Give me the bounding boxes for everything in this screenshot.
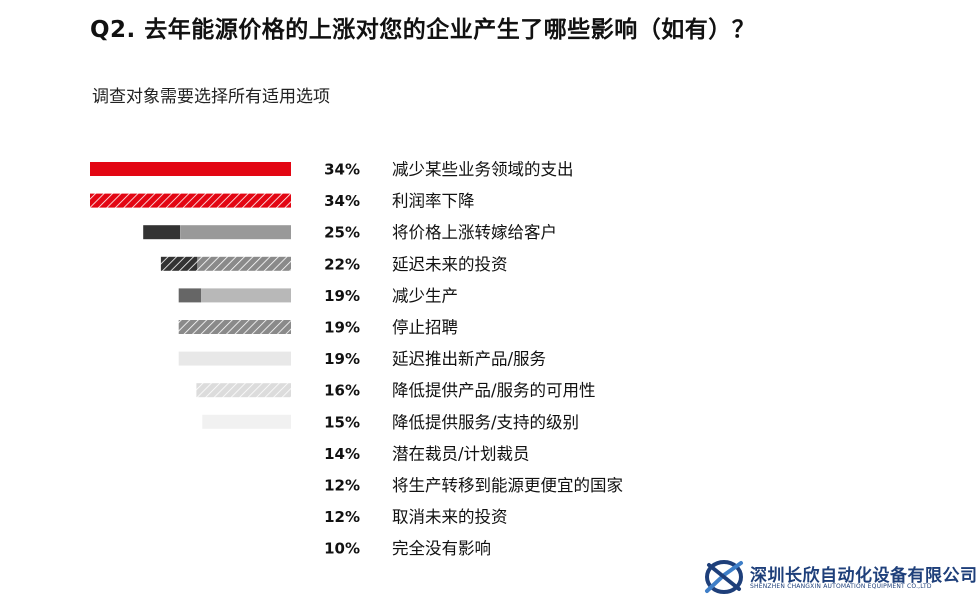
bar-2-segment-1: [90, 193, 291, 208]
bar-3: [143, 225, 291, 240]
bar-2: [90, 193, 291, 208]
bar-6: [178, 320, 291, 334]
chart-subtitle: 调查对象需要选择所有适用选项: [92, 87, 330, 107]
company-name: 深圳长欣自动化设备有限公司: [750, 566, 978, 586]
value-label-2: 34%: [324, 192, 360, 210]
category-label-12: 取消未来的投资: [392, 508, 508, 527]
value-label-11: 12%: [324, 477, 360, 495]
category-label-10: 潜在裁员/计划裁员: [392, 444, 530, 463]
category-label-8: 降低提供产品/服务的可用性: [392, 381, 596, 400]
bar-9-segment-1: [202, 414, 291, 429]
value-label-4: 22%: [324, 255, 360, 273]
bar-4: [160, 256, 291, 271]
bar-9: [202, 414, 291, 429]
bar-7: [178, 351, 291, 366]
bar-3-segment-1: [143, 225, 181, 240]
bar-5: [178, 288, 291, 303]
category-label-2: 利润率下降: [392, 192, 475, 211]
company-name-en: SHENZHEN CHANGXIN AUTOMATION EQUIPMENT C…: [750, 583, 932, 590]
category-label-4: 延迟未来的投资: [392, 255, 508, 274]
bar-1-segment-1: [90, 162, 291, 176]
company-watermark: 深圳长欣自动化设备有限公司 SHENZHEN CHANGXIN AUTOMATI…: [703, 557, 977, 597]
bars-group: [90, 162, 291, 429]
value-label-12: 12%: [324, 508, 360, 526]
category-label-6: 停止招聘: [392, 318, 458, 337]
category-label-1: 减少某些业务领域的支出: [392, 160, 574, 179]
value-label-5: 19%: [324, 287, 360, 305]
chart-title: Q2. 去年能源价格的上涨对您的企业产生了哪些影响（如有）？: [90, 17, 756, 43]
category-label-3: 将价格上涨转嫁给客户: [392, 223, 557, 242]
bar-4-segment-1: [160, 256, 198, 271]
bar-3-segment-2: [180, 225, 291, 240]
category-label-9: 降低提供服务/支持的级别: [392, 413, 579, 432]
value-label-13: 10%: [324, 540, 360, 558]
value-label-8: 16%: [324, 382, 360, 400]
bar-5-segment-2: [201, 288, 291, 303]
category-label-13: 完全没有影响: [392, 539, 491, 558]
bar-8: [196, 383, 291, 398]
value-label-9: 15%: [324, 413, 360, 431]
bar-5-segment-1: [178, 288, 202, 303]
category-label-5: 减少生产: [392, 286, 458, 305]
category-label-7: 延迟推出新产品/服务: [392, 350, 546, 369]
bar-6-segment-1: [178, 320, 291, 334]
value-label-7: 19%: [324, 350, 360, 368]
value-label-1: 34%: [324, 161, 360, 179]
value-label-10: 14%: [324, 445, 360, 463]
bar-4-segment-2: [197, 256, 291, 271]
bar-1: [90, 162, 291, 176]
company-logo-icon: [705, 560, 743, 594]
bar-7-segment-1: [178, 351, 291, 366]
category-label-11: 将生产转移到能源更便宜的国家: [392, 476, 623, 495]
value-label-6: 19%: [324, 319, 360, 337]
value-label-3: 25%: [324, 224, 360, 242]
bar-8-segment-1: [196, 383, 291, 398]
labels-group: 34% 减少某些业务领域的支出 34% 利润率下降 25% 将价格上涨转嫁给客户 22% 延迟…: [324, 160, 623, 558]
